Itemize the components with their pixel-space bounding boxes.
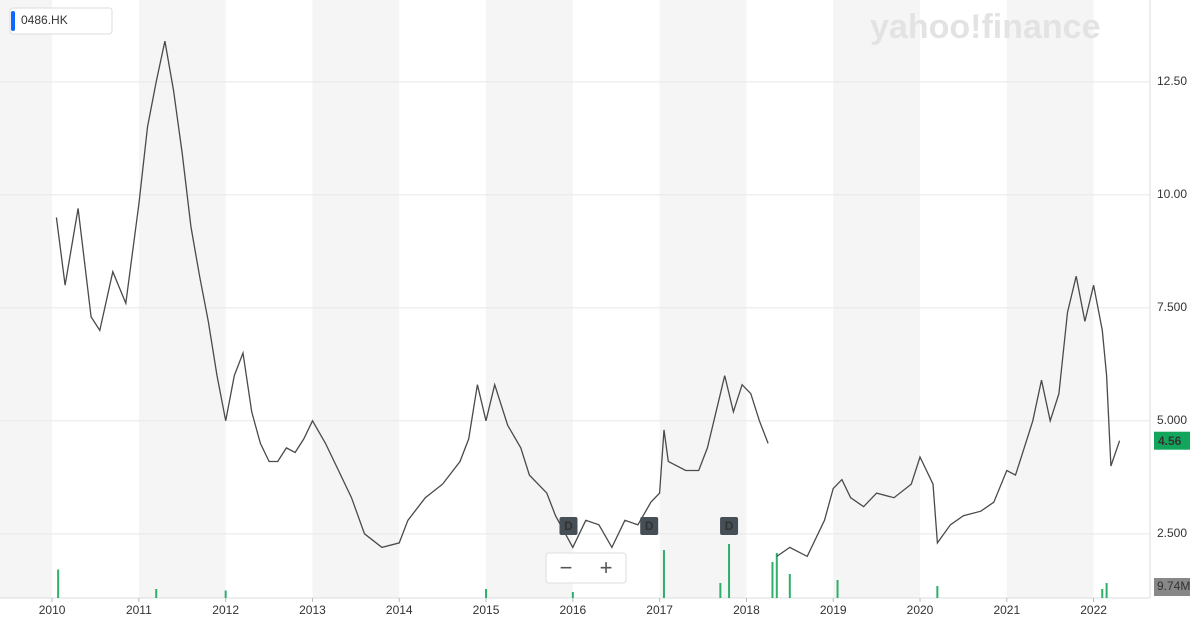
volume-bar: [224, 590, 227, 598]
zoom-out[interactable]: −: [560, 555, 573, 580]
year-band: [833, 0, 920, 598]
volume-bar: [662, 550, 665, 598]
zoom-in[interactable]: +: [600, 555, 613, 580]
dividend-marker: [640, 517, 659, 535]
symbol-color: [11, 11, 15, 31]
x-tick-label: 2019: [820, 603, 847, 617]
volume-bar: [1105, 583, 1108, 598]
y-tick-label: 10.00: [1157, 187, 1187, 201]
volume-bar: [771, 562, 774, 598]
x-tick-label: 2013: [299, 603, 326, 617]
x-tick-label: 2016: [559, 603, 586, 617]
last-price-label: 4.56: [1158, 434, 1182, 448]
x-tick-label: 2022: [1080, 603, 1107, 617]
x-tick-label: 2011: [126, 603, 152, 617]
x-tick-label: 2014: [386, 603, 413, 617]
year-band: [312, 0, 400, 598]
dividend-label: D: [645, 519, 654, 533]
y-tick-label: 5.000: [1157, 413, 1187, 427]
dividend-marker: [720, 517, 739, 535]
zoom-controls: [545, 552, 627, 584]
volume-bar: [775, 553, 778, 598]
volume-bar: [936, 586, 939, 598]
symbol: 0486.HK: [21, 13, 68, 27]
volume-tag: [1154, 578, 1190, 596]
x-tick-label: 2015: [473, 603, 500, 617]
volume-bar: [571, 592, 574, 598]
year-band: [1006, 0, 1094, 598]
year-band: [486, 0, 573, 598]
year-band: [138, 0, 226, 598]
watermark: yahoo!finance: [870, 8, 1100, 46]
volume-bar: [719, 583, 722, 598]
x-tick-label: 2018: [733, 603, 760, 617]
x-tick-label: 2012: [212, 603, 239, 617]
dividend-label: D: [564, 519, 573, 533]
volume-bar: [485, 589, 488, 598]
volume-bar: [788, 574, 791, 598]
y-tick-label: 12.50: [1157, 74, 1187, 88]
volume-bar: [1101, 589, 1104, 598]
volume-label: 9.74M: [1157, 579, 1190, 593]
volume-bar: [728, 544, 731, 598]
y-tick-label: 7.500: [1157, 300, 1187, 314]
volume-bar: [155, 589, 158, 598]
x-tick-label: 2010: [39, 603, 66, 617]
dividend-label: D: [725, 519, 734, 533]
year-band: [0, 0, 53, 598]
price-line: [55, 40, 1121, 558]
last-price-tag: [1154, 431, 1190, 450]
x-tick-label: 2017: [646, 603, 673, 617]
volume-bar: [836, 580, 839, 598]
volume-bar: [57, 569, 60, 598]
year-band: [659, 0, 747, 598]
x-tick-label: 2021: [993, 603, 1020, 617]
x-tick-label: 2020: [907, 603, 934, 617]
symbol-chip[interactable]: [9, 7, 113, 35]
dividend-marker: [559, 517, 578, 535]
y-tick-label: 2.500: [1157, 526, 1187, 540]
